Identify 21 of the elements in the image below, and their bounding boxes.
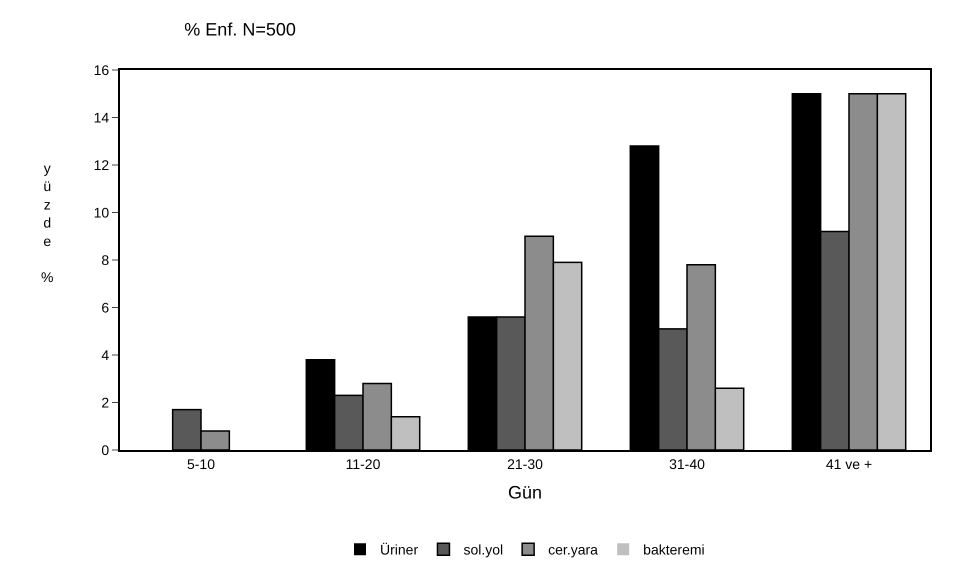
- x-tick-label: 11-20: [346, 456, 381, 472]
- legend-label: sol.yol: [463, 542, 504, 558]
- legend-label: Üriner: [380, 542, 418, 558]
- y-tick-label: 16: [94, 62, 110, 78]
- y-tick-label: 12: [94, 156, 110, 173]
- chart-title: % Enf. N=500: [184, 20, 296, 40]
- y-tick-label: 10: [94, 204, 110, 220]
- x-tick-label: 5-10: [186, 456, 216, 472]
- y-tick-label: 4: [101, 346, 110, 363]
- x-tick-label: 41 ve +: [826, 456, 872, 472]
- y-tick-label: 2: [101, 394, 110, 410]
- y-tick-label: 0: [101, 442, 110, 458]
- y-tick-label: 8: [101, 252, 110, 268]
- legend-label: bakteremi: [643, 542, 705, 558]
- x-axis-title: Gün: [508, 482, 542, 502]
- x-tick-label: 21-30: [507, 456, 544, 472]
- legend-label: cer.yara: [548, 542, 598, 558]
- x-tick-label: 31-40: [669, 456, 706, 472]
- text: yüzde %: [41, 160, 54, 286]
- y-tick-label: 14: [94, 109, 110, 126]
- y-tick-label: 6: [101, 299, 110, 316]
